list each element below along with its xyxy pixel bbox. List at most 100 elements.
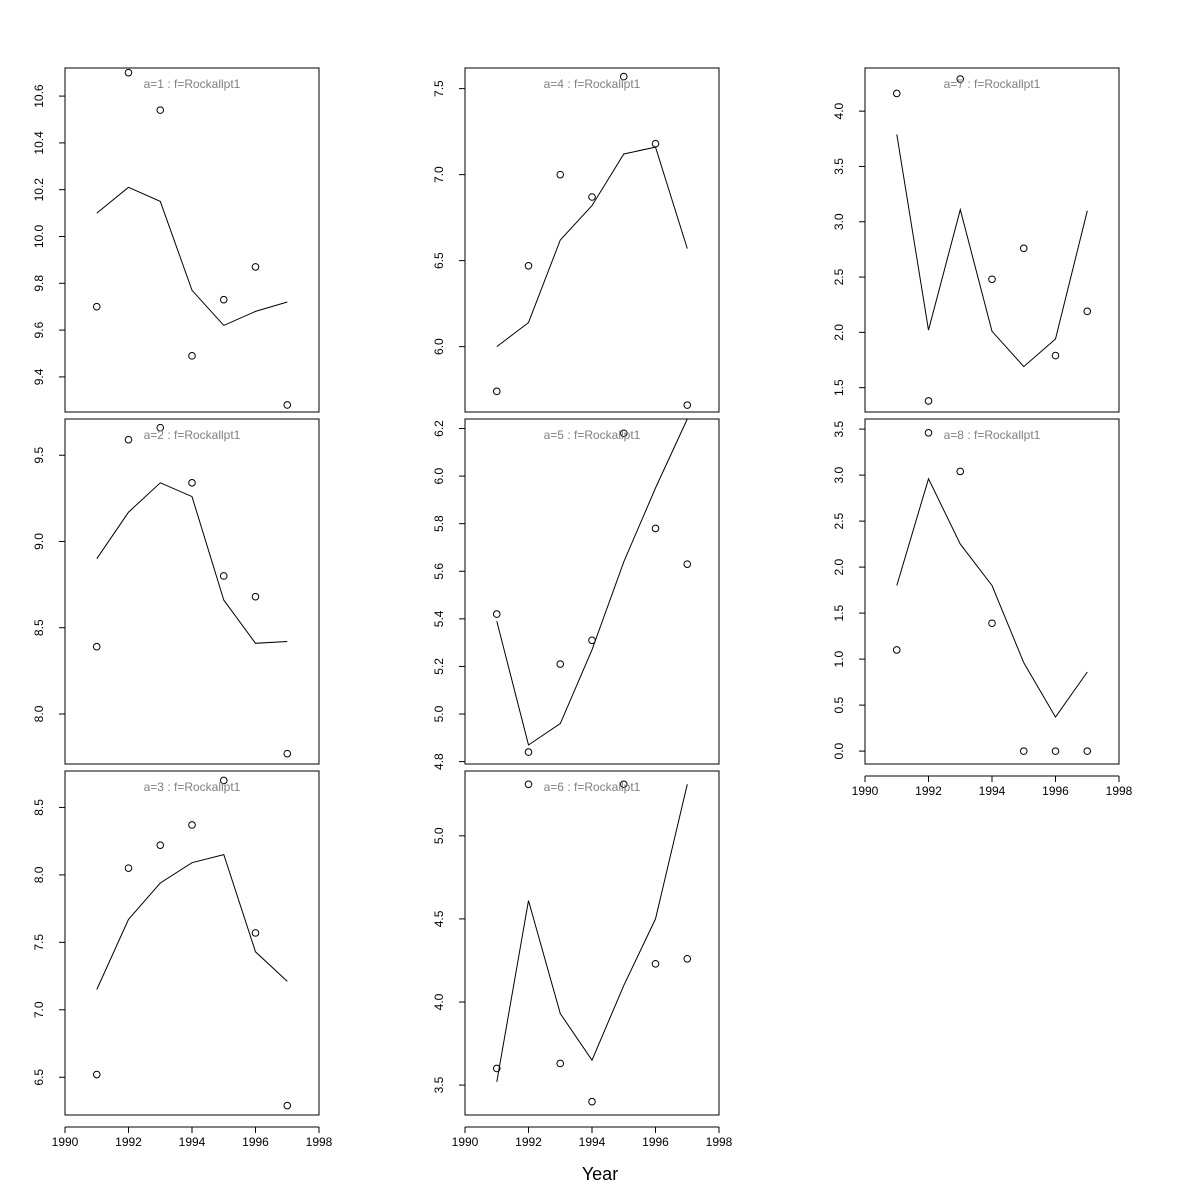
- observed-point: [588, 1097, 596, 1106]
- y-tick-label: 7.0: [432, 166, 446, 183]
- observed-point: [651, 959, 660, 968]
- panel-frame: [64, 67, 320, 413]
- observed-point: [924, 397, 933, 405]
- panel-title: a=6 : f=Rockallpt1: [544, 780, 641, 794]
- panel-title: a=7 : f=Rockallpt1: [944, 77, 1041, 91]
- y-tick-label: 7.5: [32, 934, 46, 951]
- x-tick-label: 1994: [579, 1135, 606, 1149]
- observed-point: [956, 75, 965, 83]
- observed-point: [219, 572, 228, 580]
- y-tick-label: 6.2: [432, 420, 446, 437]
- y-tick-label: 3.0: [832, 466, 846, 483]
- observed-point: [1051, 747, 1060, 755]
- panel-6: 3.5 4.0 4.5 5.0 a=6 : f=Rockallpt1 1990 1992 19…: [432, 770, 733, 1149]
- y-tick-label: 10.0: [32, 224, 46, 248]
- fitted-series-line: [496, 784, 688, 1082]
- x-axis-label: Year: [582, 1164, 618, 1184]
- x-tick-label: 1990: [52, 1135, 79, 1149]
- observed-point: [556, 1059, 565, 1068]
- x-tick-label: 1994: [179, 1135, 206, 1149]
- observed-point: [92, 302, 101, 311]
- observed-point: [124, 68, 133, 77]
- panels-group: 9.4 9.6 9.8 10.0 10.2 10.4 10.6 a=1 : f=Rockall…: [32, 67, 1133, 1149]
- x-tick-label: 1992: [115, 1135, 142, 1149]
- observed-point: [956, 467, 965, 476]
- observed-point: [1083, 307, 1092, 316]
- panel-frame: [464, 418, 720, 765]
- y-tick-label: 5.0: [432, 705, 446, 722]
- observed-point: [683, 954, 692, 963]
- observed-point: [251, 929, 260, 937]
- observed-point: [556, 660, 565, 668]
- panel-frame: [864, 418, 1120, 765]
- observed-point: [924, 429, 933, 437]
- y-tick-label: 10.4: [32, 131, 46, 155]
- x-tick-label: 1990: [852, 784, 879, 798]
- y-tick-label: 8.5: [32, 619, 46, 636]
- observed-point: [524, 748, 533, 756]
- observed-point: [492, 387, 501, 396]
- fitted-series-line: [496, 146, 688, 347]
- observed-point: [619, 780, 628, 789]
- y-tick-label: 2.0: [832, 558, 846, 575]
- fitted-series-line: [96, 482, 288, 644]
- observed-point: [492, 610, 501, 618]
- observed-point: [524, 262, 533, 270]
- y-tick-label: 1.5: [832, 379, 846, 396]
- observed-point: [283, 1101, 292, 1110]
- y-tick-label: 4.5: [432, 910, 446, 927]
- fitted-series-line: [896, 134, 1088, 368]
- observed-point: [219, 776, 228, 785]
- y-tick-label: 2.0: [832, 324, 846, 341]
- y-tick-label: 10.6: [32, 84, 46, 108]
- observed-point: [988, 275, 996, 284]
- y-tick-label: 3.5: [832, 158, 846, 175]
- y-tick-label: 6.0: [432, 338, 446, 355]
- fitted-series-line: [496, 418, 688, 746]
- observed-point: [1051, 351, 1060, 360]
- observed-point: [683, 560, 692, 568]
- observed-point: [892, 646, 901, 654]
- observed-point: [1019, 747, 1028, 755]
- panel-title: a=2 : f=Rockallpt1: [144, 428, 241, 442]
- observed-point: [588, 193, 596, 201]
- observed-point: [124, 435, 133, 444]
- y-tick-label: 10.2: [32, 178, 46, 202]
- y-tick-label: 6.0: [432, 467, 446, 484]
- observed-point: [683, 401, 692, 409]
- observed-point: [651, 139, 660, 148]
- observed-point: [1019, 244, 1028, 253]
- observed-point: [619, 429, 628, 438]
- y-tick-label: 5.4: [432, 610, 446, 627]
- observed-point: [988, 619, 996, 628]
- x-tick-label: 1994: [979, 784, 1006, 798]
- y-tick-label: 1.5: [832, 604, 846, 621]
- observed-point: [524, 780, 533, 789]
- y-tick-label: 7.0: [32, 1001, 46, 1018]
- y-tick-label: 9.4: [32, 368, 46, 385]
- y-tick-label: 2.5: [832, 268, 846, 285]
- observed-point: [188, 479, 196, 487]
- y-tick-label: 3.0: [832, 213, 846, 230]
- y-tick-label: 4.0: [832, 102, 846, 119]
- panel-8: 0.0 0.5 1.0 1.5 2.0 2.5 3.0 3.5 a=8 : f=Rockallp…: [832, 418, 1133, 798]
- y-tick-label: 4.0: [432, 993, 446, 1010]
- observed-point: [156, 423, 165, 432]
- y-tick-label: 0.5: [832, 696, 846, 713]
- panel-7: 1.5 2.0 2.5 3.0 3.5 4.0 a=7 : f=Rockallpt1: [832, 67, 1120, 413]
- panel-1: 9.4 9.6 9.8 10.0 10.2 10.4 10.6 a=1 : f=Rockall…: [32, 67, 320, 413]
- y-tick-label: 0.0: [832, 742, 846, 759]
- fitted-series-line: [96, 186, 288, 327]
- y-tick-label: 7.5: [432, 80, 446, 97]
- panel-title: a=8 : f=Rockallpt1: [944, 428, 1041, 442]
- observed-point: [1083, 747, 1092, 755]
- y-tick-label: 5.6: [432, 563, 446, 580]
- panel-title: a=3 : f=Rockallpt1: [144, 780, 241, 794]
- panel-2: 8.0 8.5 9.0 9.5 a=2 : f=Rockallpt1: [32, 418, 320, 765]
- observed-point: [619, 72, 628, 81]
- panel-frame: [64, 770, 320, 1116]
- observed-point: [251, 592, 260, 601]
- x-tick-label: 1998: [1106, 784, 1133, 798]
- panel-frame: [464, 770, 720, 1116]
- y-tick-label: 6.5: [432, 252, 446, 269]
